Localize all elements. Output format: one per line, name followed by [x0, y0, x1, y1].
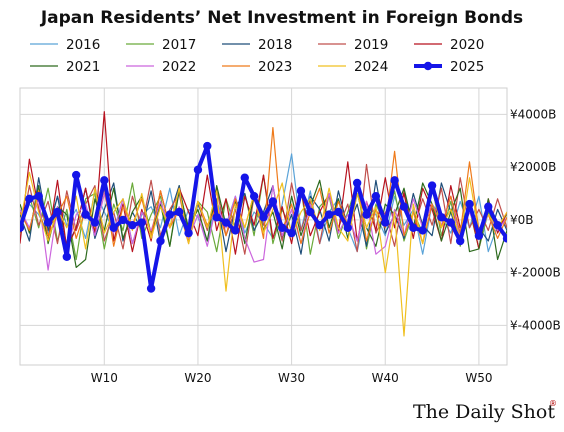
- x-tick-label: W30: [278, 371, 305, 385]
- point-2025-w2: [25, 194, 34, 203]
- x-tick-label: W20: [184, 371, 211, 385]
- point-2025-w29: [278, 223, 287, 233]
- point-2025-w49: [465, 199, 474, 209]
- point-2025-w33: [315, 220, 324, 230]
- point-2025-w28: [268, 197, 278, 206]
- legend-item-2018: 2018: [222, 37, 292, 53]
- point-2025-w3: [34, 191, 43, 201]
- point-2025-w14: [137, 218, 146, 227]
- legend-label: 2025: [450, 59, 484, 75]
- point-2025-w9: [90, 218, 100, 227]
- point-2025-w52: [493, 220, 502, 230]
- point-2025-w11: [109, 223, 118, 233]
- legend-label: 2017: [162, 37, 196, 53]
- brand-logo: The Daily Shot ®: [413, 399, 557, 423]
- plot-area: ¥4000B ¥2000B ¥0B ¥-2000B ¥-4000B W10 W20 W30 W4…: [19, 87, 561, 385]
- legend-label: 2016: [66, 37, 100, 53]
- y-tick-label: ¥-2000B: [510, 266, 561, 280]
- point-2025-w18: [175, 207, 184, 217]
- point-2025-w15: [146, 284, 156, 293]
- legend-item-2020: 2020: [414, 37, 484, 53]
- point-2025-w21: [203, 141, 212, 151]
- x-tick-label: W50: [465, 371, 492, 385]
- y-tick-label: ¥0B: [510, 213, 534, 227]
- legend-label: 2022: [162, 59, 196, 75]
- point-2025-w37: [352, 178, 362, 188]
- legend-label: 2023: [258, 59, 292, 75]
- point-2025-w5: [53, 207, 62, 217]
- legend-item-2025: 2025: [414, 59, 484, 75]
- point-2025-w35: [334, 207, 343, 217]
- series-line-2020: [20, 111, 507, 255]
- point-2025-w10: [100, 176, 109, 185]
- point-2025-w44: [418, 226, 427, 235]
- point-2025-w40: [381, 218, 390, 227]
- point-2025-w17: [165, 210, 175, 219]
- legend: 2016 2017 2018 2019 2020 2021 2022 2023 2024 2025: [30, 37, 484, 75]
- legend-label: 2021: [66, 59, 100, 75]
- point-2025-w19: [184, 228, 193, 238]
- point-2025-w13: [128, 220, 137, 230]
- point-2025-w22: [212, 213, 221, 222]
- point-2025-w25: [240, 173, 249, 182]
- legend-item-2019: 2019: [318, 37, 388, 53]
- x-tick-label: W10: [91, 371, 118, 385]
- brand-name: The Daily Shot: [413, 401, 555, 423]
- point-2025-w8: [81, 210, 90, 219]
- legend-item-2022: 2022: [126, 59, 196, 75]
- point-2025-w7: [71, 170, 81, 180]
- point-2025-w41: [390, 176, 399, 185]
- x-tick-label: W40: [372, 371, 399, 385]
- chart-title: Japan Residents’ Net Investment in Forei…: [40, 8, 523, 28]
- point-2025-w30: [287, 228, 296, 238]
- point-2025-w53: [502, 234, 507, 243]
- legend-label: 2018: [258, 37, 292, 53]
- point-2025-w26: [249, 191, 259, 201]
- point-2025-w34: [324, 210, 334, 219]
- point-2025-w23: [221, 218, 231, 227]
- point-2025-w36: [343, 223, 352, 233]
- point-2025-w47: [446, 218, 456, 227]
- point-2025-w32: [306, 207, 315, 217]
- point-2025-w51: [484, 202, 493, 211]
- point-2025-w45: [427, 181, 437, 190]
- legend-marker: [423, 61, 433, 71]
- point-2025-w16: [156, 236, 165, 246]
- point-2025-w48: [455, 236, 465, 246]
- legend-item-2017: 2017: [126, 37, 196, 53]
- point-2025-w4: [43, 218, 53, 227]
- y-tick-label: ¥4000B: [510, 107, 556, 121]
- legend-item-2021: 2021: [30, 59, 100, 75]
- legend-item-2023: 2023: [222, 59, 292, 75]
- point-2025-w39: [371, 191, 381, 201]
- point-2025-w27: [259, 213, 268, 222]
- legend-label: 2020: [450, 37, 484, 53]
- point-2025-w46: [437, 213, 446, 222]
- point-2025-w42: [399, 202, 409, 211]
- point-2025-w38: [362, 210, 371, 219]
- point-2025-w50: [474, 231, 484, 240]
- legend-item-2016: 2016: [30, 37, 100, 53]
- point-2025-w43: [409, 223, 418, 233]
- legend-label: 2024: [354, 59, 388, 75]
- legend-item-2024: 2024: [318, 59, 388, 75]
- brand-registered-mark: ®: [549, 399, 557, 408]
- y-tick-label: ¥2000B: [510, 160, 556, 174]
- point-2025-w1: [20, 223, 25, 233]
- point-2025-w12: [118, 215, 128, 225]
- series-lines: [20, 111, 507, 337]
- point-2025-w24: [231, 226, 240, 235]
- point-2025-w20: [193, 165, 203, 174]
- y-tick-label: ¥-4000B: [510, 318, 561, 332]
- legend-label: 2019: [354, 37, 388, 53]
- point-2025-w6: [62, 252, 72, 262]
- point-2025-w31: [296, 186, 306, 196]
